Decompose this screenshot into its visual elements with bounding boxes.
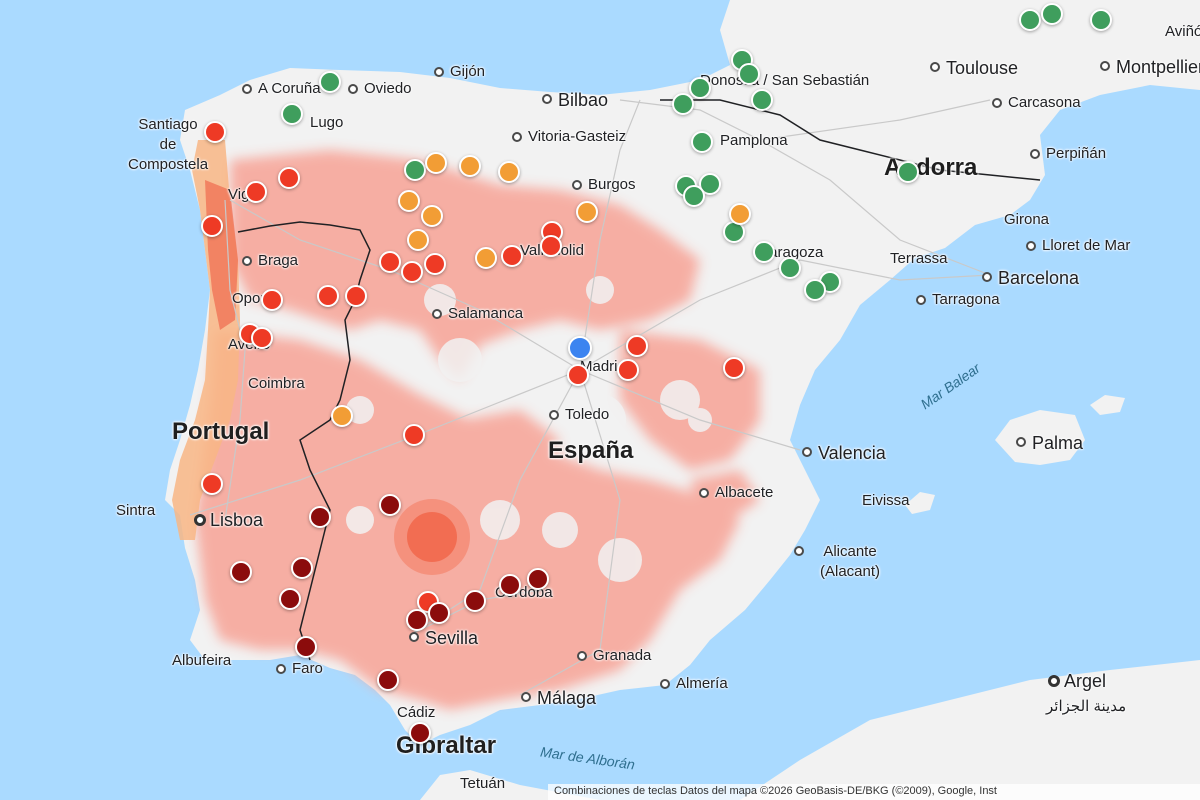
city-dot	[542, 94, 552, 104]
selected-fire-marker[interactable]	[394, 499, 470, 575]
fire-marker-darkred[interactable]	[406, 609, 428, 631]
fire-marker-darkred[interactable]	[428, 602, 450, 624]
fire-marker-green[interactable]	[779, 257, 801, 279]
fire-marker-green[interactable]	[804, 279, 826, 301]
fire-marker-green[interactable]	[753, 241, 775, 263]
city-dot	[549, 410, 559, 420]
selected-fire-marker-core	[407, 512, 457, 562]
fire-marker-green[interactable]	[404, 159, 426, 181]
fire-marker-orange[interactable]	[729, 203, 751, 225]
heatmap-gaps	[346, 276, 712, 582]
fire-marker-green[interactable]	[1090, 9, 1112, 31]
fire-marker-red[interactable]	[501, 245, 523, 267]
fire-marker-red[interactable]	[723, 357, 745, 379]
city-dot	[512, 132, 522, 142]
user-location-marker[interactable]	[568, 336, 592, 360]
map-attribution[interactable]: Combinaciones de teclas Datos del mapa ©…	[548, 784, 1200, 800]
fire-marker-red[interactable]	[617, 359, 639, 381]
fire-marker-green[interactable]	[699, 173, 721, 195]
fire-marker-green[interactable]	[319, 71, 341, 93]
city-dot	[992, 98, 1002, 108]
fire-marker-red[interactable]	[379, 251, 401, 273]
city-dot	[276, 664, 286, 674]
fire-marker-orange[interactable]	[407, 229, 429, 251]
fire-marker-green[interactable]	[689, 77, 711, 99]
fire-marker-darkred[interactable]	[291, 557, 313, 579]
fire-marker-darkred[interactable]	[377, 669, 399, 691]
city-dot	[1048, 675, 1060, 687]
city-dot	[1030, 149, 1040, 159]
fire-marker-darkred[interactable]	[279, 588, 301, 610]
fire-marker-red[interactable]	[317, 285, 339, 307]
city-dot	[1100, 61, 1110, 71]
fire-marker-orange[interactable]	[498, 161, 520, 183]
city-dot	[660, 679, 670, 689]
fire-marker-orange[interactable]	[398, 190, 420, 212]
city-dot	[572, 180, 582, 190]
fire-marker-green[interactable]	[691, 131, 713, 153]
fire-marker-orange[interactable]	[475, 247, 497, 269]
fire-marker-red[interactable]	[345, 285, 367, 307]
fire-marker-darkred[interactable]	[464, 590, 486, 612]
fire-marker-green[interactable]	[1019, 9, 1041, 31]
fire-marker-red[interactable]	[567, 364, 589, 386]
fire-marker-darkred[interactable]	[379, 494, 401, 516]
mallorca-land	[995, 410, 1085, 465]
fire-marker-darkred[interactable]	[527, 568, 549, 590]
city-dot	[521, 692, 531, 702]
fire-marker-darkred[interactable]	[409, 722, 431, 744]
fire-marker-darkred[interactable]	[309, 506, 331, 528]
city-dot	[432, 309, 442, 319]
fire-marker-darkred[interactable]	[295, 636, 317, 658]
fire-marker-red[interactable]	[204, 121, 226, 143]
fire-marker-red[interactable]	[201, 473, 223, 495]
city-dot	[699, 488, 709, 498]
africa-land-east	[740, 660, 1200, 800]
fire-marker-darkred[interactable]	[230, 561, 252, 583]
city-dot	[194, 514, 206, 526]
fire-marker-red[interactable]	[251, 327, 273, 349]
fire-marker-red[interactable]	[201, 215, 223, 237]
fire-marker-green[interactable]	[672, 93, 694, 115]
city-dot	[930, 62, 940, 72]
fire-marker-red[interactable]	[403, 424, 425, 446]
fire-marker-green[interactable]	[1041, 3, 1063, 25]
fire-marker-orange[interactable]	[331, 405, 353, 427]
fire-marker-orange[interactable]	[421, 205, 443, 227]
city-dot	[434, 67, 444, 77]
fire-marker-orange[interactable]	[576, 201, 598, 223]
fire-marker-green[interactable]	[751, 89, 773, 111]
fire-marker-red[interactable]	[245, 181, 267, 203]
city-dot	[242, 84, 252, 94]
city-dot	[409, 632, 419, 642]
city-dot	[348, 84, 358, 94]
fire-marker-green[interactable]	[738, 63, 760, 85]
fire-marker-orange[interactable]	[425, 152, 447, 174]
city-dot	[1016, 437, 1026, 447]
city-dot	[242, 256, 252, 266]
fire-marker-green[interactable]	[281, 103, 303, 125]
fire-marker-red[interactable]	[626, 335, 648, 357]
fire-marker-red[interactable]	[424, 253, 446, 275]
borders	[237, 99, 1041, 661]
ibiza-land	[905, 492, 935, 514]
city-dot	[577, 651, 587, 661]
city-dot	[794, 546, 804, 556]
menorca-land	[1090, 395, 1125, 415]
fire-marker-red[interactable]	[401, 261, 423, 283]
fire-marker-orange[interactable]	[459, 155, 481, 177]
fire-marker-red[interactable]	[261, 289, 283, 311]
city-dot	[916, 295, 926, 305]
fire-marker-green[interactable]	[897, 161, 919, 183]
fire-marker-red[interactable]	[278, 167, 300, 189]
fire-marker-red[interactable]	[540, 235, 562, 257]
city-dot	[1026, 241, 1036, 251]
fire-marker-darkred[interactable]	[499, 574, 521, 596]
city-dot	[982, 272, 992, 282]
fire-marker-green[interactable]	[683, 185, 705, 207]
city-dot	[802, 447, 812, 457]
